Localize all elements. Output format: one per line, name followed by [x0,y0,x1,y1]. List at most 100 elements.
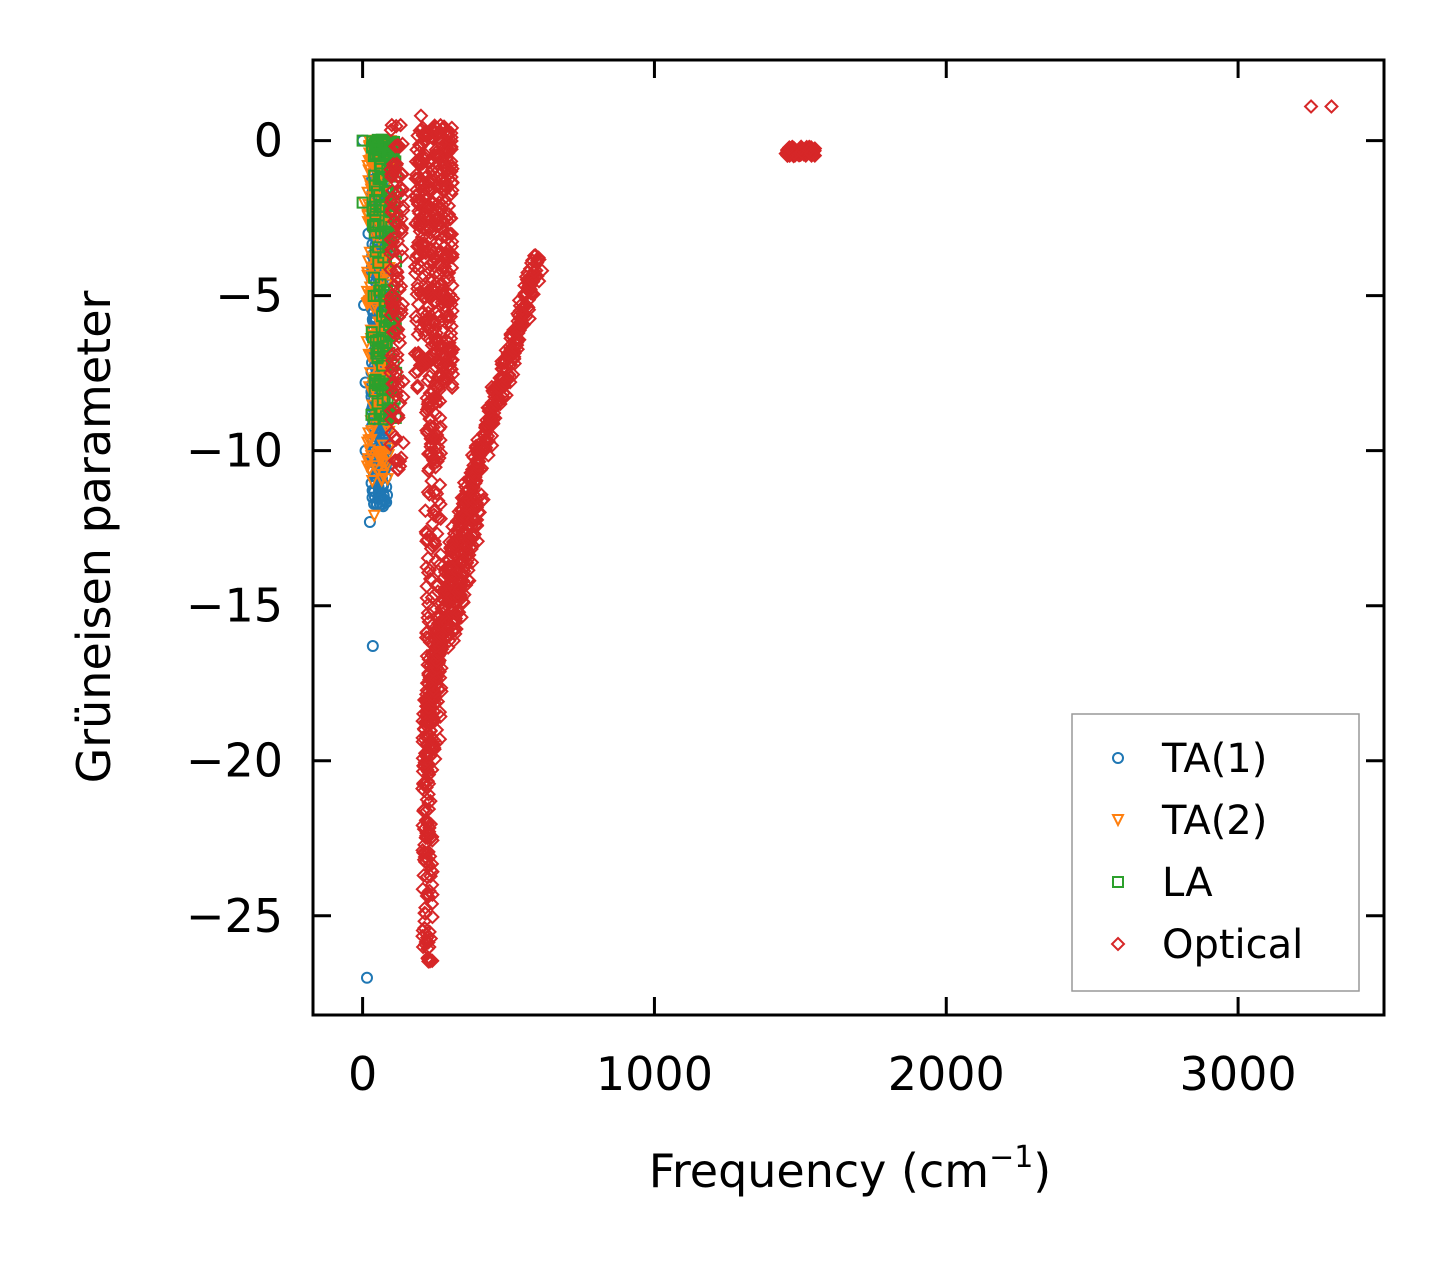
point-optical [455,573,471,589]
point-optical [424,887,440,903]
point-optical [444,376,460,392]
point-optical [781,140,797,156]
point-optical [383,242,399,258]
point-optical [441,273,456,288]
point-optical [412,153,428,169]
point-optical [408,167,424,183]
point-optical [426,383,442,399]
point-ta-1 [365,477,378,490]
x-axis-label: Frequency (cm−1) [649,1140,1052,1198]
point-optical [427,207,443,222]
legend: TA(1) TA(2) LA Optical [1071,713,1360,992]
point-optical [437,183,453,199]
point-optical [440,163,456,178]
point-optical [439,180,455,195]
legend-marker [1112,752,1124,764]
point-optical [417,150,433,165]
point-optical [419,590,435,606]
point-optical [780,148,795,164]
point-optical [437,346,453,362]
point-optical [526,263,542,279]
legend-label: LA [1162,860,1213,906]
point-optical [496,377,512,393]
series-la [356,133,403,426]
point-optical [394,220,410,236]
point-optical [420,373,436,389]
point-optical [409,313,424,329]
point-ta-2 [368,264,383,278]
point-optical [440,292,456,307]
point-optical [432,432,448,448]
point-optical [451,590,467,606]
point-optical [410,277,426,293]
point-optical [424,896,440,912]
point-optical [418,524,434,540]
point-optical [394,248,410,264]
legend-label: Optical [1162,922,1303,968]
point-optical [421,824,437,840]
point-optical [424,350,440,366]
point-optical [432,410,448,426]
point-optical [438,155,454,171]
point-la [372,256,385,269]
point-optical [390,462,405,477]
legend-marker [1110,936,1126,952]
point-optical [410,296,426,312]
point-optical [484,438,500,453]
point-optical [386,213,402,229]
point-optical [520,299,536,315]
point-optical [410,347,426,363]
point-optical [391,184,407,200]
point-optical [448,621,464,637]
point-optical [425,254,441,270]
point-la [365,408,378,421]
point-optical [431,204,447,219]
point-optical [421,322,437,337]
point-la [378,147,391,160]
point-ta-2 [365,475,379,489]
point-optical [419,779,434,795]
point-optical [505,367,521,382]
point-optical [423,129,439,145]
point-optical [427,587,443,602]
point-optical [389,323,405,339]
point-optical [384,183,400,199]
point-optical [525,274,541,290]
point-optical [794,144,810,160]
point-optical [393,117,408,133]
point-optical [395,435,411,451]
point-la [370,347,383,360]
point-ta-2 [361,455,375,470]
point-optical [421,463,436,479]
point-optical [422,562,438,578]
point-optical [385,299,400,315]
point-optical [432,285,448,301]
legend-entry: TA(2) [1111,798,1267,844]
point-la [376,335,389,348]
point-la [373,407,386,420]
point-optical [408,193,424,208]
point-optical [413,108,429,124]
point-optical [383,166,399,182]
point-optical [423,816,439,832]
point-ta-1 [372,483,385,496]
point-optical [420,816,436,832]
point-optical [408,309,424,324]
point-optical [420,279,436,295]
tick-labels: 0 1000 2000 3000 0 −5 −10 −15 −20 −25 [186,114,1297,1101]
point-optical [424,830,440,845]
point-optical [419,869,435,885]
point-optical [420,764,436,779]
point-optical [433,345,449,361]
point-optical [410,261,426,277]
point-optical [419,390,435,406]
y-tick-label: −25 [186,889,283,943]
point-optical [417,126,433,142]
x-tick-label: 3000 [1180,1047,1297,1101]
point-optical [421,801,437,817]
point-optical [455,553,471,569]
point-optical [417,289,432,304]
legend-marker [1111,814,1125,828]
point-optical [491,379,507,395]
